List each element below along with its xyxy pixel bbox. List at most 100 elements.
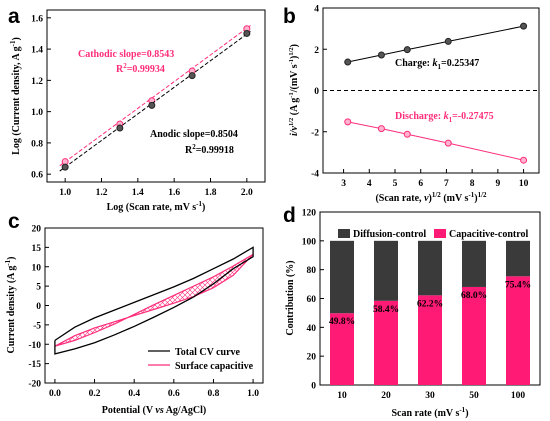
a-fit-line-anodic: [59, 31, 251, 172]
b-xtick-label-5: 8: [470, 179, 475, 189]
panel-c-xlabel: Potential (V vs Ag/AgCl): [102, 405, 207, 416]
panel-a: a 1.0 1.2 1.4 1.6 1.8 2.0 0.6 0.8 1.0 1.2 1.4 1.6 C…: [8, 5, 266, 213]
a-point-anodic-1: [116, 124, 124, 132]
d-xtick-label-4: 100: [511, 391, 526, 401]
panel-d: d 0 20 40 60 80 100 120 10 20 30 50 100 49.8% 58.4% 6…: [283, 204, 541, 419]
panel-b-ticks: 3 4 5 6 7 8 9 10 -4 -2 0 2 4: [311, 5, 528, 190]
legend-swatch-diffusion: [338, 229, 350, 238]
d-bar-diffusion-2: [418, 240, 442, 296]
c-ytick-label-3: -5: [33, 321, 41, 331]
b-point-charge-0: [344, 58, 352, 66]
c-surface-capacitive-area: [54, 253, 254, 347]
b-xtick-label-7: 10: [519, 179, 529, 189]
legend-swatch-capacitive: [434, 229, 446, 238]
panel-a-frame: [46, 9, 266, 183]
d-bar-label-1: 58.4%: [373, 305, 399, 315]
b-point-charge-2: [403, 46, 411, 54]
c-xtick-label-4: 0.8: [208, 389, 220, 399]
a-ytick-label-0: 0.6: [31, 171, 43, 181]
b-ytick-label-0: -4: [311, 170, 319, 180]
d-ytick-label-4: 80: [307, 266, 317, 276]
b-point-charge-3: [444, 37, 452, 45]
a-xtick-label-4: 1.8: [205, 188, 217, 198]
b-line-charge: [347, 25, 524, 63]
d-bar-capacitive-3: [462, 286, 486, 385]
a-ytick-label-3: 1.2: [31, 77, 43, 87]
b-point-discharge-3: [444, 139, 452, 147]
a-ytick-label-2: 1.0: [31, 108, 43, 118]
panel-c-ylabel: Current density (A g-1): [4, 256, 17, 353]
d-bar-diffusion-3: [462, 240, 486, 287]
b-ytick-label-1: -2: [311, 128, 319, 138]
discharge-label: Discharge: k1=-0.27475: [395, 111, 494, 124]
d-bar-capacitive-0: [330, 313, 354, 385]
panel-d-legend: Diffusion-control Capacitive-control: [338, 229, 528, 240]
panel-c-letter: c: [8, 210, 20, 233]
d-xtick-label-0: 10: [337, 391, 347, 401]
panel-a-letter: a: [8, 5, 20, 28]
b-xtick-label-4: 7: [444, 179, 449, 189]
d-bar-label-2: 62.2%: [417, 299, 443, 309]
panel-c-ticks: 0.0 0.2 0.4 0.6 0.8 1.0 -20 -15 -10 -5 0 5 10 15 20: [28, 225, 259, 400]
panel-d-ylabel: Contribution (%): [285, 260, 296, 335]
c-ytick-label-8: 20: [32, 225, 42, 235]
b-xtick-label-2: 5: [393, 179, 398, 189]
b-ytick-label-3: 2: [314, 46, 319, 56]
a-point-anodic-0: [61, 163, 69, 171]
c-ytick-label-5: 5: [36, 283, 41, 293]
panel-a-xlabel: Log (Scan rate, mV s-1): [107, 200, 206, 213]
b-xtick-label-3: 6: [418, 179, 423, 189]
c-xtick-label-2: 0.4: [128, 389, 140, 399]
a-xtick-label-1: 1.2: [96, 188, 108, 198]
d-bar-label-0: 49.8%: [329, 317, 355, 327]
legend-label-total: Total CV curve: [175, 347, 241, 358]
b-ytick-label-4: 4: [314, 5, 319, 15]
d-ytick-label-2: 40: [307, 324, 317, 334]
panel-c: c 0.0 0.2 0.4 0.6 0.8 1.0-20-15-10-505101520 …: [4, 210, 264, 416]
d-bar-diffusion-1: [374, 240, 398, 301]
a-point-anodic-3: [188, 72, 196, 80]
panel-c-legend: Total CV curve Surface capacitive: [148, 347, 254, 372]
c-ytick-label-2: -10: [28, 341, 41, 351]
c-ytick-label-1: -15: [28, 360, 41, 370]
d-bar-capacitive-1: [374, 300, 398, 385]
panel-b: b 3 4 5 6 7 8 9 10 -4 -2 0 2 4 Charge: k1=0.25347 Di…: [283, 5, 540, 204]
b-point-charge-4: [520, 22, 528, 30]
d-xtick-label-2: 30: [425, 391, 435, 401]
c-ytick-label-0: -20: [28, 380, 41, 390]
b-point-discharge-4: [520, 156, 528, 164]
d-bar-capacitive-4: [506, 276, 530, 385]
b-point-charge-1: [377, 51, 385, 59]
b-xtick-label-6: 9: [495, 179, 500, 189]
panel-a-ticks: 1.0 1.2 1.4 1.6 1.8 2.0 0.6 0.8 1.0 1.2 1.4 1.6: [31, 14, 253, 198]
panel-d-xlabel: Scan rate (mV s-1): [391, 406, 468, 419]
b-line-discharge: [347, 121, 524, 161]
cathodic-r2-label: R2=0.99934: [116, 62, 165, 75]
b-point-discharge-0: [344, 118, 352, 126]
d-bar-label-3: 68.0%: [461, 291, 487, 301]
a-ytick-label-5: 1.6: [31, 14, 43, 24]
d-xtick-label-3: 50: [469, 391, 479, 401]
panel-d-letter: d: [283, 204, 296, 227]
c-total-cv-curve: [54, 246, 254, 355]
b-point-discharge-2: [403, 130, 411, 138]
d-ytick-label-3: 60: [307, 295, 317, 305]
d-bar-capacitive-2: [418, 295, 442, 385]
d-ytick-label-5: 100: [302, 237, 317, 247]
b-xtick-label-0: 3: [341, 179, 346, 189]
d-ytick-label-1: 20: [307, 353, 317, 363]
d-bar-diffusion-4: [506, 240, 530, 277]
a-xtick-label-0: 1.0: [59, 188, 71, 198]
d-bar-diffusion-0: [330, 240, 354, 314]
c-xtick-label-0: 0.0: [49, 389, 61, 399]
c-xtick-label-3: 0.6: [168, 389, 180, 399]
panel-c-marks: [54, 246, 254, 355]
legend-label-diffusion: Diffusion-control: [353, 229, 426, 240]
d-xtick-label-1: 20: [381, 391, 391, 401]
charge-label: Charge: k1=0.25347: [395, 58, 479, 71]
a-xtick-label-3: 1.6: [168, 188, 180, 198]
c-xtick-label-1: 0.2: [89, 389, 101, 399]
panel-b-marks: [323, 22, 539, 164]
panel-b-letter: b: [283, 5, 296, 28]
c-xtick-label-5: 1.0: [247, 389, 259, 399]
